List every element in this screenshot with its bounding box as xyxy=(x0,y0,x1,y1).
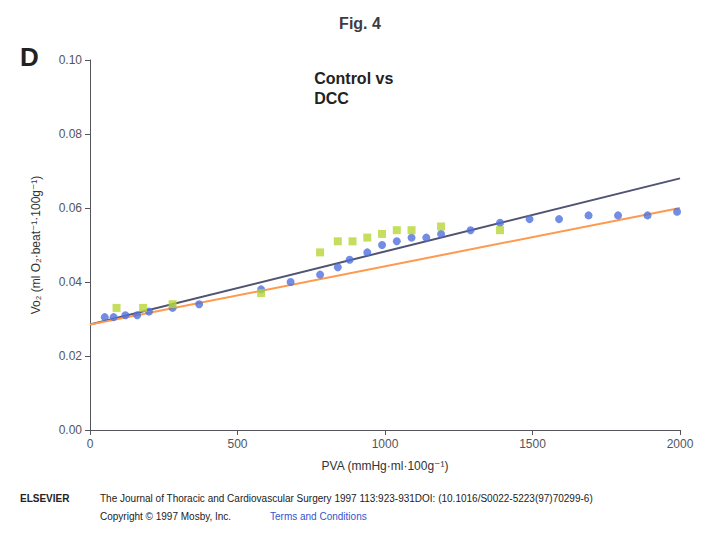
svg-text:0.02: 0.02 xyxy=(59,349,83,363)
svg-text:Vo₂ (ml O₂·beat⁻¹·100g⁻¹): Vo₂ (ml O₂·beat⁻¹·100g⁻¹) xyxy=(29,176,43,315)
svg-text:0.10: 0.10 xyxy=(59,53,83,67)
svg-text:Control vs: Control vs xyxy=(314,70,393,87)
svg-text:2000: 2000 xyxy=(667,437,694,451)
svg-text:0.06: 0.06 xyxy=(59,201,83,215)
svg-text:ELSEVIER: ELSEVIER xyxy=(20,493,70,504)
svg-text:500: 500 xyxy=(227,437,247,451)
svg-text:DCC: DCC xyxy=(314,90,349,107)
svg-text:PVA (mmHg·ml·100g⁻¹): PVA (mmHg·ml·100g⁻¹) xyxy=(322,459,449,473)
svg-text:Fig. 4: Fig. 4 xyxy=(339,15,381,32)
svg-text:The Journal of Thoracic and Ca: The Journal of Thoracic and Cardiovascul… xyxy=(100,493,593,504)
svg-text:1500: 1500 xyxy=(519,437,546,451)
svg-text:1000: 1000 xyxy=(372,437,399,451)
svg-text:0.04: 0.04 xyxy=(59,275,83,289)
svg-text:D: D xyxy=(20,42,39,72)
svg-text:Terms and Conditions: Terms and Conditions xyxy=(270,511,367,522)
svg-text:0: 0 xyxy=(87,437,94,451)
svg-text:0.08: 0.08 xyxy=(59,127,83,141)
svg-text:0.00: 0.00 xyxy=(59,423,83,437)
svg-text:Copyright © 1997 Mosby, Inc.: Copyright © 1997 Mosby, Inc. xyxy=(100,511,231,522)
